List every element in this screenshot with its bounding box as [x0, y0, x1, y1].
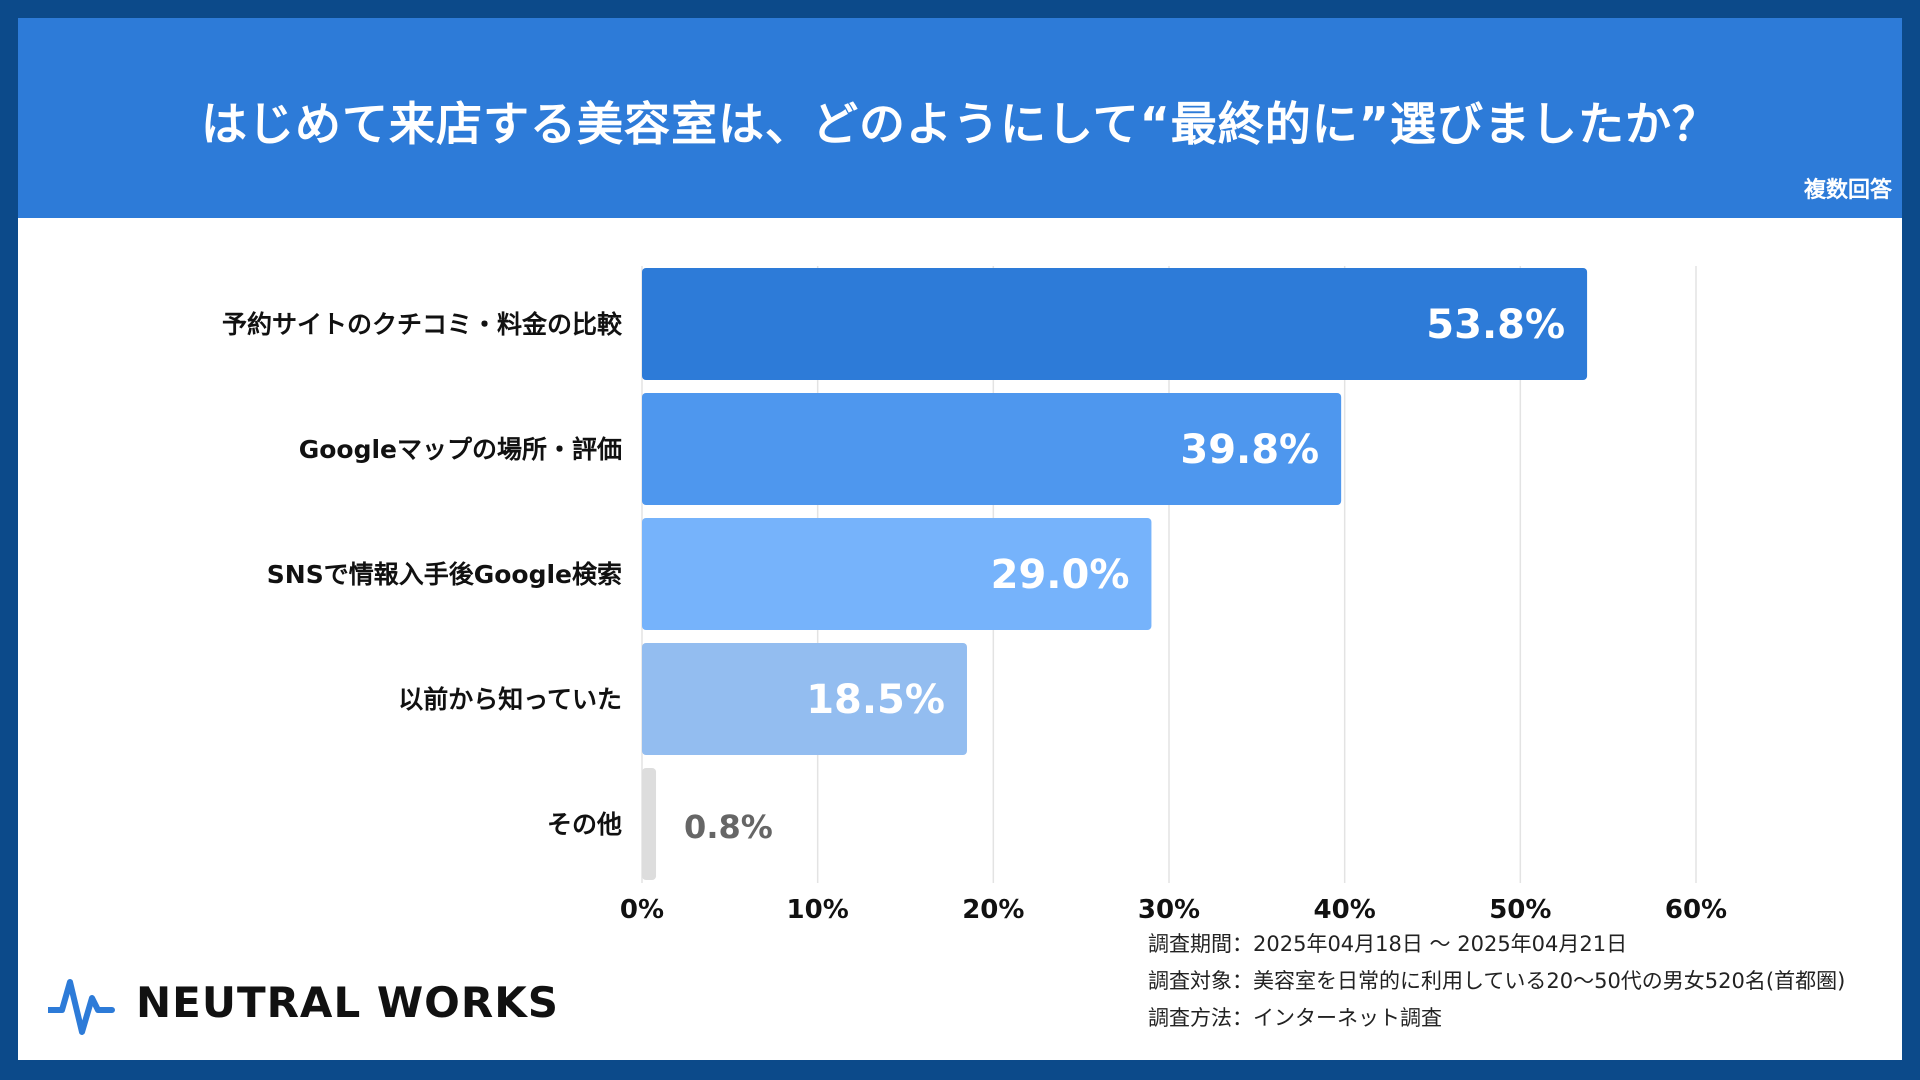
neutral-works-logo [48, 979, 115, 1035]
category-label: 以前から知っていた [398, 685, 622, 714]
category-label: SNSで情報入手後Google検索 [267, 560, 622, 589]
survey-target: 調査対象：美容室を日常的に利用している20〜50代の男女520名(首都圏) [1148, 969, 1846, 993]
page-title: はじめて来店する美容室は、どのようにして“最終的に”選びましたか？ [200, 97, 1720, 151]
x-tick-label: 50% [1489, 895, 1551, 925]
bar-chart: 0% 10% 20% 30% 40% 50% 60% 予約サイトのクチコミ・料金の比較 53.8… [222, 266, 1727, 925]
value-label: 18.5% [806, 677, 945, 723]
x-tick-label: 10% [787, 895, 849, 925]
x-tick-label: 40% [1314, 895, 1376, 925]
x-tick-label: 20% [962, 895, 1024, 925]
survey-period: 調査期間：2025年04月18日 〜 2025年04月21日 [1148, 932, 1628, 956]
bar [642, 518, 1152, 630]
category-label: その他 [547, 810, 622, 839]
bar [642, 393, 1342, 505]
x-tick-label: 30% [1138, 895, 1200, 925]
header-banner: はじめて来店する美容室は、どのようにして“最終的に”選びましたか？ 複数回答 [18, 18, 1902, 218]
bar [642, 768, 657, 880]
value-label: 0.8% [684, 808, 773, 846]
bar [642, 268, 1588, 380]
bar-layer [642, 268, 1588, 880]
x-tick-label: 0% [620, 895, 664, 925]
label-layer: 0% 10% 20% 30% 40% 50% 60% 予約サイトのクチコミ・料金の比較 53.8… [222, 302, 1727, 925]
brand-name: NEUTRAL WORKS [136, 978, 559, 1027]
survey-method: 調査方法：インターネット調査 [1148, 1006, 1442, 1030]
value-label: 39.8% [1180, 427, 1319, 473]
x-tick-label: 60% [1665, 895, 1727, 925]
value-label: 53.8% [1426, 302, 1565, 348]
infographic-frame: はじめて来店する美容室は、どのようにして“最終的に”選びましたか？ 複数回答 0… [18, 18, 1902, 1060]
bar [642, 643, 967, 755]
value-label: 29.0% [991, 552, 1130, 598]
heartbeat-line-icon [48, 979, 115, 1035]
category-label: Googleマップの場所・評価 [299, 435, 622, 464]
multiple-answer-note: 複数回答 [1803, 178, 1892, 203]
category-label: 予約サイトのクチコミ・料金の比較 [222, 310, 623, 339]
survey-info: 調査期間：2025年04月18日 〜 2025年04月21日 調査対象：美容室を… [1148, 926, 1845, 1037]
